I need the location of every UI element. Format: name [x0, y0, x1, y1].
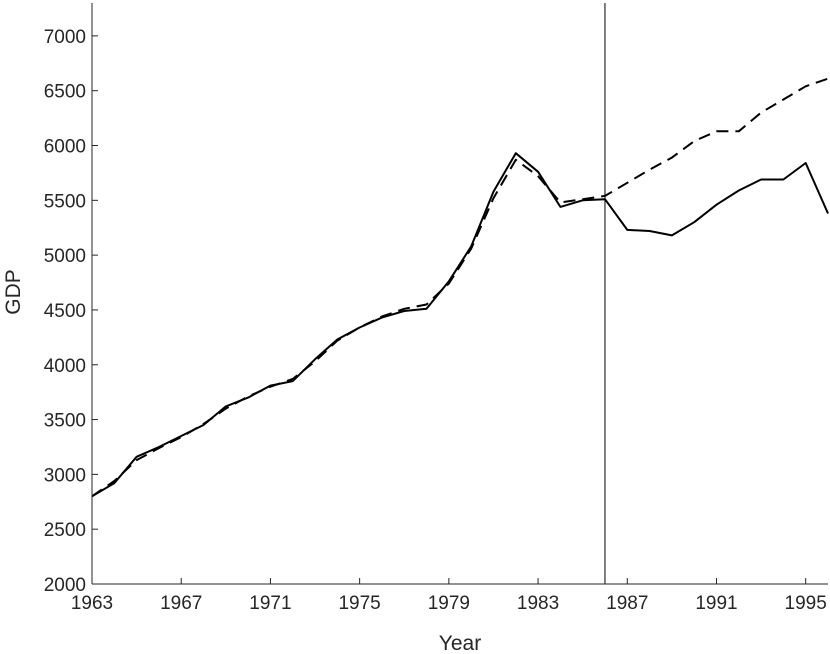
- x-tick-label: 1979: [428, 593, 470, 614]
- x-tick-label: 1975: [338, 593, 380, 614]
- y-tick-label: 5000: [44, 246, 86, 267]
- y-axis-title: GDP: [2, 269, 25, 315]
- y-axis: 2000 2500 3000 3500 4000 4500 5000 5500 6000 6500…: [44, 3, 98, 596]
- y-tick-label: 5500: [44, 191, 86, 212]
- plot-area: [91, 3, 829, 584]
- y-tick-label: 7000: [44, 27, 86, 48]
- y-tick-label: 3000: [44, 465, 86, 486]
- y-tick-label: 6500: [44, 82, 86, 103]
- x-tick-label: 1995: [785, 593, 827, 614]
- x-tick-label: 1967: [160, 593, 202, 614]
- x-tick-label: 1971: [249, 593, 291, 614]
- dashed-series-line: [91, 77, 829, 498]
- x-tick-label: 1987: [606, 593, 648, 614]
- y-tick-label: 4500: [44, 301, 86, 322]
- x-tick-label: 1963: [71, 593, 113, 614]
- y-tick-label: 3500: [44, 411, 86, 432]
- x-tick-label: 1991: [695, 593, 737, 614]
- y-tick-label: 6000: [44, 137, 86, 158]
- x-axis: 1963 1967 1971 1975 1979 1983 1987 1991 1995: [71, 578, 828, 614]
- y-tick-label: 2000: [44, 575, 86, 596]
- y-tick-label: 4000: [44, 356, 86, 377]
- y-tick-label: 2500: [44, 520, 86, 541]
- solid-series-line: [91, 152, 829, 498]
- x-tick-label: 1983: [517, 593, 559, 614]
- x-axis-title: Year: [439, 632, 481, 654]
